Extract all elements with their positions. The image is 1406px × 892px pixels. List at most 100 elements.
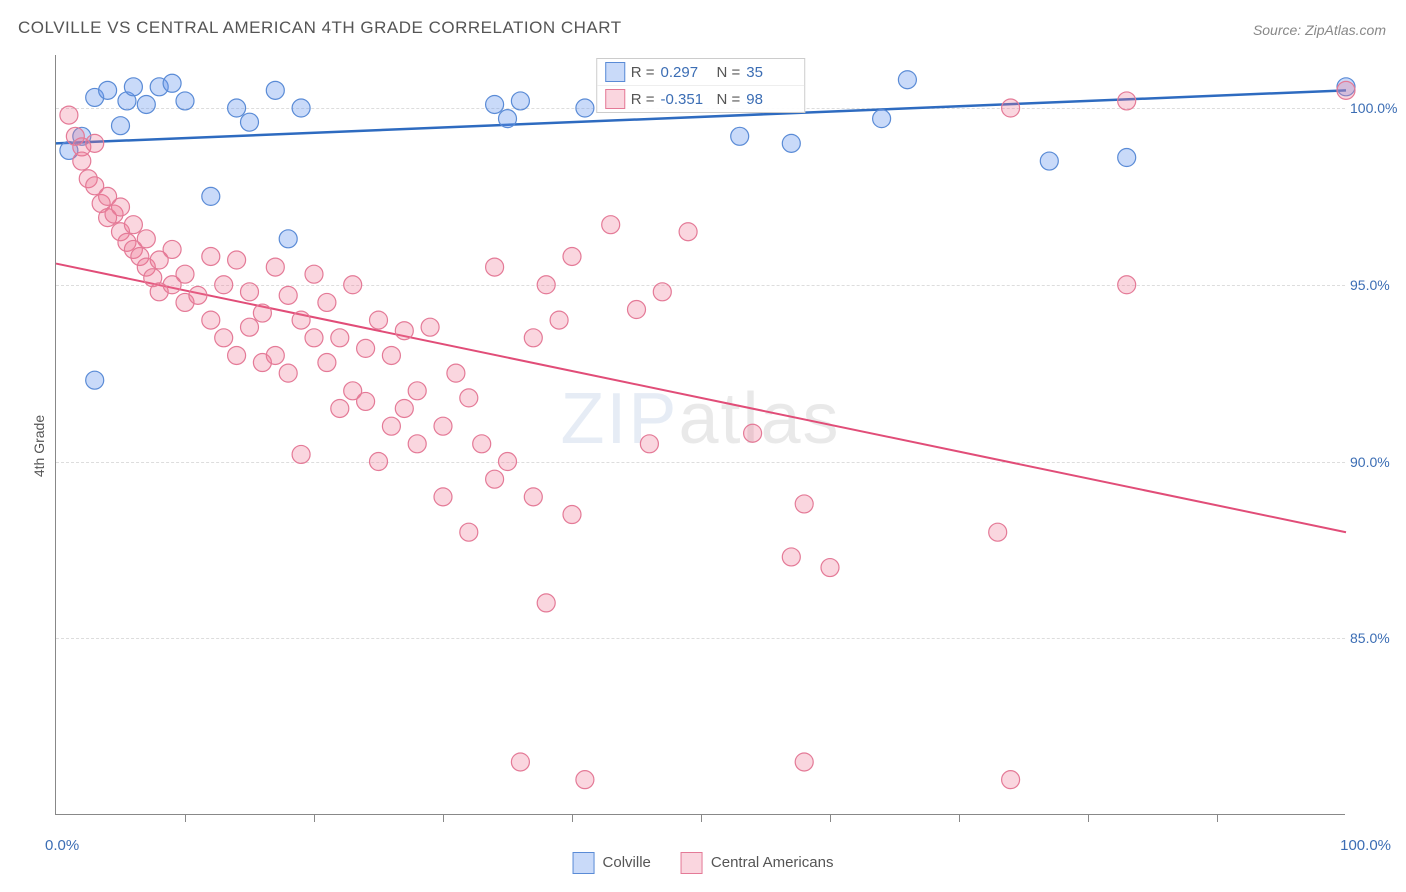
- data-point: [357, 339, 375, 357]
- data-point: [563, 247, 581, 265]
- data-point: [137, 230, 155, 248]
- data-point: [873, 110, 891, 128]
- trend-line: [56, 264, 1346, 533]
- stats-n-label: N =: [717, 91, 741, 108]
- data-point: [241, 113, 259, 131]
- data-point: [1002, 99, 1020, 117]
- data-point: [292, 99, 310, 117]
- chart-title: COLVILLE VS CENTRAL AMERICAN 4TH GRADE C…: [18, 18, 622, 38]
- stats-row: R =0.297N =35: [597, 59, 805, 86]
- data-point: [228, 99, 246, 117]
- data-point: [266, 346, 284, 364]
- data-point: [202, 247, 220, 265]
- data-point: [1118, 276, 1136, 294]
- data-point: [744, 424, 762, 442]
- data-point: [279, 364, 297, 382]
- data-point: [898, 71, 916, 89]
- x-tick: [959, 814, 960, 822]
- data-point: [73, 152, 91, 170]
- data-point: [305, 329, 323, 347]
- data-point: [782, 548, 800, 566]
- data-point: [821, 559, 839, 577]
- data-point: [318, 354, 336, 372]
- x-tick: [443, 814, 444, 822]
- data-point: [215, 329, 233, 347]
- data-point: [795, 495, 813, 513]
- data-point: [176, 265, 194, 283]
- y-axis-label: 4th Grade: [31, 415, 47, 477]
- data-point: [679, 223, 697, 241]
- data-point: [421, 318, 439, 336]
- data-point: [395, 322, 413, 340]
- y-tick-label: 100.0%: [1350, 100, 1405, 116]
- stats-r-value: 0.297: [661, 64, 711, 81]
- data-point: [228, 346, 246, 364]
- data-point: [563, 506, 581, 524]
- data-point: [305, 265, 323, 283]
- x-axis-max-label: 100.0%: [1340, 837, 1391, 854]
- data-point: [782, 134, 800, 152]
- data-point: [408, 382, 426, 400]
- data-point: [163, 74, 181, 92]
- data-point: [215, 276, 233, 294]
- legend-label: Central Americans: [711, 854, 834, 871]
- data-point: [524, 329, 542, 347]
- data-point: [460, 523, 478, 541]
- data-point: [653, 283, 671, 301]
- data-point: [486, 470, 504, 488]
- data-point: [331, 399, 349, 417]
- stats-n-label: N =: [717, 64, 741, 81]
- data-point: [731, 127, 749, 145]
- data-point: [176, 92, 194, 110]
- data-point: [318, 293, 336, 311]
- data-point: [1118, 149, 1136, 167]
- data-point: [241, 318, 259, 336]
- plot-svg: [56, 55, 1345, 814]
- legend-item: Colville: [573, 852, 651, 874]
- data-point: [989, 523, 1007, 541]
- stats-r-label: R =: [631, 64, 655, 81]
- data-point: [1118, 92, 1136, 110]
- data-point: [266, 258, 284, 276]
- y-tick-label: 95.0%: [1350, 277, 1405, 293]
- stats-row: R =-0.351N =98: [597, 86, 805, 112]
- data-point: [344, 276, 362, 294]
- legend-swatch: [573, 852, 595, 874]
- data-point: [202, 311, 220, 329]
- data-point: [576, 99, 594, 117]
- data-point: [292, 311, 310, 329]
- data-point: [524, 488, 542, 506]
- data-point: [576, 771, 594, 789]
- data-point: [279, 230, 297, 248]
- legend-item: Central Americans: [681, 852, 834, 874]
- data-point: [640, 435, 658, 453]
- data-point: [511, 753, 529, 771]
- data-point: [86, 134, 104, 152]
- data-point: [253, 304, 271, 322]
- data-point: [473, 435, 491, 453]
- x-tick: [1088, 814, 1089, 822]
- data-point: [266, 81, 284, 99]
- data-point: [382, 417, 400, 435]
- stats-legend: R =0.297N =35R =-0.351N =98: [596, 58, 806, 113]
- data-point: [550, 311, 568, 329]
- data-point: [292, 445, 310, 463]
- data-point: [124, 216, 142, 234]
- x-tick: [701, 814, 702, 822]
- data-point: [1002, 771, 1020, 789]
- stats-r-label: R =: [631, 91, 655, 108]
- data-point: [163, 240, 181, 258]
- plot-area: ZIPatlas R =0.297N =35R =-0.351N =98 85.…: [55, 55, 1345, 815]
- data-point: [628, 301, 646, 319]
- data-point: [202, 187, 220, 205]
- stats-swatch: [605, 89, 625, 109]
- data-point: [137, 95, 155, 113]
- stats-swatch: [605, 62, 625, 82]
- x-tick: [314, 814, 315, 822]
- data-point: [434, 488, 452, 506]
- y-tick-label: 90.0%: [1350, 454, 1405, 470]
- series-legend: Colville Central Americans: [573, 852, 834, 874]
- data-point: [537, 276, 555, 294]
- x-tick: [572, 814, 573, 822]
- data-point: [99, 81, 117, 99]
